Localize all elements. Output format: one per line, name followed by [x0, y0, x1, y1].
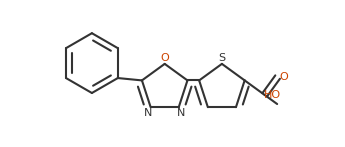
Text: O: O	[160, 53, 169, 63]
Text: N: N	[144, 108, 152, 118]
Text: N: N	[177, 108, 186, 118]
Text: HO: HO	[264, 90, 281, 100]
Text: S: S	[218, 53, 226, 63]
Text: O: O	[279, 72, 288, 82]
